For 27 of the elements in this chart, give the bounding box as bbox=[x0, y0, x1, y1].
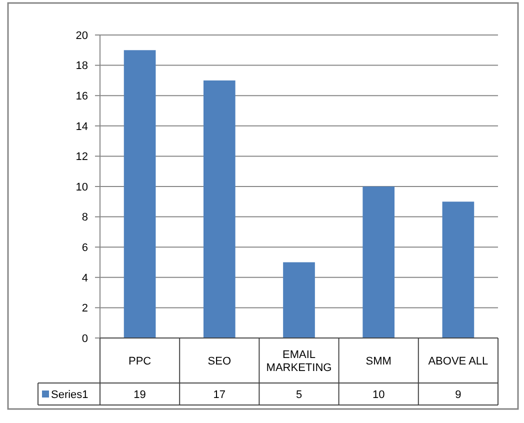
y-tick-label: 6 bbox=[82, 242, 88, 254]
bar bbox=[124, 50, 156, 338]
y-tick-label: 16 bbox=[76, 90, 88, 102]
data-label: 5 bbox=[296, 388, 302, 401]
bar bbox=[203, 80, 236, 338]
y-tick-label: 18 bbox=[76, 60, 88, 72]
y-tick-label: 14 bbox=[76, 120, 88, 133]
legend-label: Series1 bbox=[51, 388, 88, 401]
data-label: 9 bbox=[455, 388, 462, 401]
x-tick-label: SMM bbox=[366, 355, 392, 368]
bar bbox=[442, 202, 474, 338]
y-tick-label: 4 bbox=[82, 272, 88, 284]
y-tick-label: 0 bbox=[82, 332, 88, 345]
y-tick-label: 20 bbox=[76, 30, 88, 42]
data-label: 10 bbox=[372, 388, 385, 401]
x-tick-label: PPC bbox=[128, 355, 152, 368]
bar bbox=[362, 186, 395, 338]
x-tick-label: SEO bbox=[208, 355, 232, 368]
x-tick-label: EMAIL MARKETING bbox=[266, 348, 332, 374]
bar bbox=[283, 262, 315, 338]
data-label: 17 bbox=[213, 388, 226, 401]
y-tick-label: 8 bbox=[82, 212, 88, 224]
y-tick-label: 2 bbox=[82, 302, 88, 315]
y-tick-label: 10 bbox=[76, 181, 88, 194]
y-tick-label: 12 bbox=[76, 151, 88, 164]
x-tick-label: ABOVE ALL bbox=[428, 355, 488, 368]
data-label: 19 bbox=[134, 388, 146, 401]
